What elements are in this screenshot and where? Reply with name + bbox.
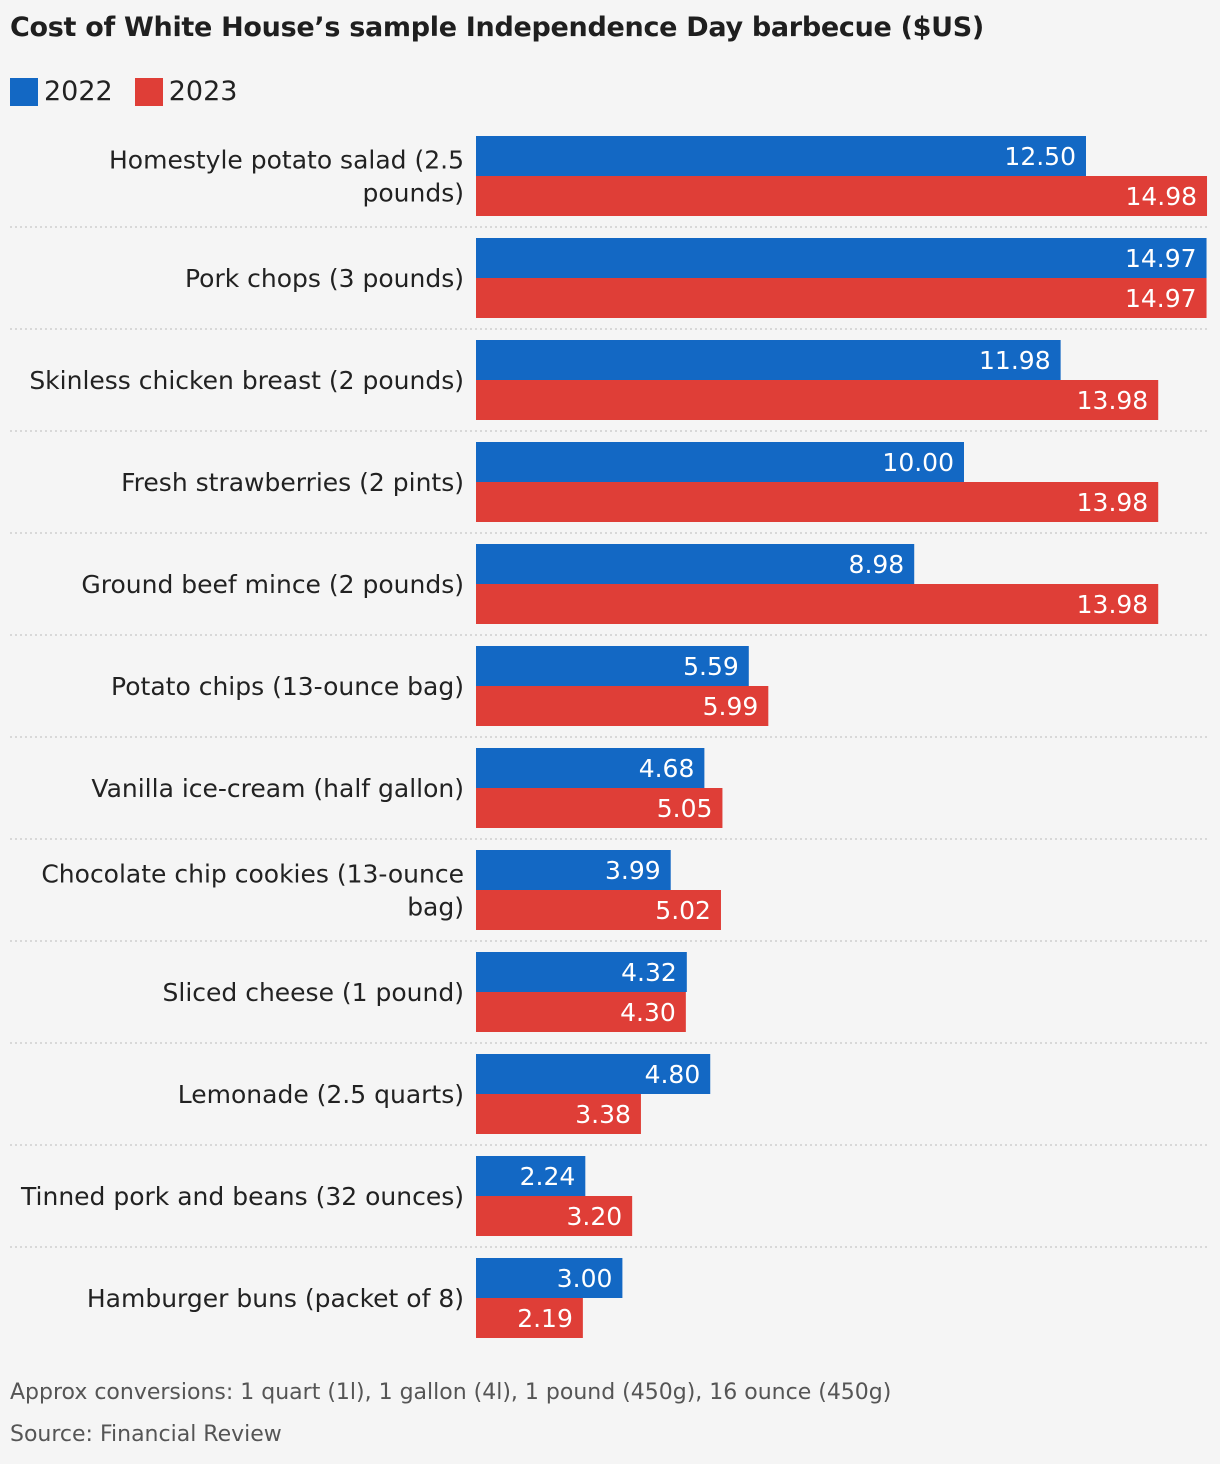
bar-2022 <box>476 442 964 482</box>
bar-2022 <box>476 1156 586 1196</box>
category-label: Tinned pork and beans (32 ounces) <box>20 1182 464 1211</box>
bar-2022 <box>476 952 687 992</box>
data-label-2023: 14.97 <box>1125 284 1197 313</box>
data-label-2022: 14.97 <box>1125 244 1197 273</box>
bar-2022 <box>476 1258 623 1298</box>
data-label-2023: 3.20 <box>566 1202 622 1231</box>
bar-2023 <box>476 890 721 930</box>
bar-2023 <box>476 482 1159 522</box>
data-label-2023: 13.98 <box>1077 488 1149 517</box>
bar-2022 <box>476 646 749 686</box>
bar-2022 <box>476 136 1086 176</box>
data-label-2022: 5.59 <box>683 652 739 681</box>
bar-2023 <box>476 1196 633 1236</box>
category-label: Sliced cheese (1 pound) <box>163 978 465 1007</box>
category-label: Hamburger buns (packet of 8) <box>87 1284 464 1313</box>
legend-swatch-2023 <box>134 77 163 106</box>
data-label-2023: 3.38 <box>575 1100 631 1129</box>
bar-2023 <box>476 1094 641 1134</box>
data-label-2022: 3.00 <box>557 1264 613 1293</box>
bar-2023 <box>476 176 1208 216</box>
data-label-2023: 14.98 <box>1125 182 1197 211</box>
bar-2022 <box>476 748 705 788</box>
legend: 2022 2023 <box>10 76 259 107</box>
data-label-2022: 4.68 <box>639 754 695 783</box>
legend-swatch-2022 <box>10 77 38 106</box>
category-label: Lemonade (2.5 quarts) <box>178 1080 464 1109</box>
source-note: Source: Financial Review <box>10 1422 282 1447</box>
bar-2023 <box>476 1298 583 1338</box>
legend-item-2022: 2022 <box>10 76 113 107</box>
category-label: Vanilla ice-cream (half gallon) <box>91 774 464 803</box>
legend-label-2022: 2022 <box>44 76 113 107</box>
data-label-2023: 5.99 <box>703 692 759 721</box>
data-label-2023: 13.98 <box>1077 590 1149 619</box>
bar-2023 <box>476 686 769 726</box>
bar-2022 <box>476 544 915 584</box>
data-label-2023: 5.05 <box>657 794 713 823</box>
category-label: Fresh strawberries (2 pints) <box>121 468 464 497</box>
bar-2022 <box>476 850 671 890</box>
bar-2023 <box>476 584 1159 624</box>
data-label-2022: 4.80 <box>645 1060 701 1089</box>
data-label-2023: 4.30 <box>620 998 676 1027</box>
data-label-2022: 3.99 <box>605 856 661 885</box>
data-label-2023: 5.02 <box>655 896 711 925</box>
bar-2023 <box>476 380 1159 420</box>
data-label-2023: 2.19 <box>517 1304 573 1333</box>
legend-item-2023: 2023 <box>134 76 238 107</box>
data-label-2022: 11.98 <box>979 346 1051 375</box>
conversions-note: Approx conversions: 1 quart (1l), 1 gall… <box>10 1380 892 1405</box>
data-label-2022: 2.24 <box>520 1162 576 1191</box>
category-label: Skinless chicken breast (2 pounds) <box>29 366 464 395</box>
bar-2023 <box>476 788 723 828</box>
data-label-2022: 8.98 <box>849 550 905 579</box>
category-label: Pork chops (3 pounds) <box>185 264 464 293</box>
legend-label-2023: 2023 <box>168 76 238 107</box>
bar-2022 <box>476 340 1061 380</box>
bar-2022 <box>476 238 1207 278</box>
category-label: Potato chips (13-ounce bag) <box>111 672 464 701</box>
data-label-2022: 4.32 <box>621 958 677 987</box>
category-label: Chocolate chip cookies (13-ounce bag) <box>41 860 464 922</box>
bar-chart: Homestyle potato salad (2.5 pounds) 12.50 1… <box>10 136 1208 1338</box>
data-label-2022: 12.50 <box>1004 142 1076 171</box>
chart-title: Cost of White House’s sample Independenc… <box>10 12 984 43</box>
bar-2022 <box>476 1054 711 1094</box>
category-label: Homestyle potato salad (2.5 pounds) <box>109 146 464 208</box>
category-label: Ground beef mince (2 pounds) <box>81 570 464 599</box>
data-label-2022: 10.00 <box>882 448 954 477</box>
data-label-2023: 13.98 <box>1077 386 1149 415</box>
bar-2023 <box>476 278 1207 318</box>
bar-2023 <box>476 992 686 1032</box>
